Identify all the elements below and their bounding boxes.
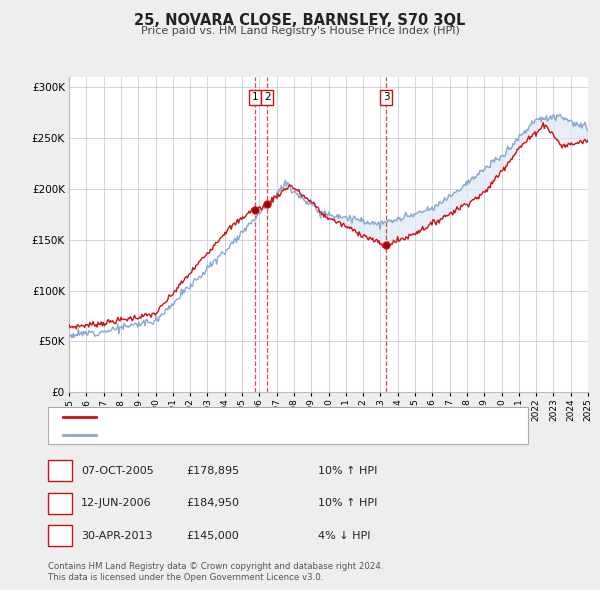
- Text: Contains HM Land Registry data © Crown copyright and database right 2024.
This d: Contains HM Land Registry data © Crown c…: [48, 562, 383, 582]
- Text: HPI: Average price, detached house, Barnsley: HPI: Average price, detached house, Barn…: [102, 430, 330, 440]
- Text: 10% ↑ HPI: 10% ↑ HPI: [318, 466, 377, 476]
- Text: 07-OCT-2005: 07-OCT-2005: [81, 466, 154, 476]
- Text: 25, NOVARA CLOSE, BARNSLEY, S70 3QL: 25, NOVARA CLOSE, BARNSLEY, S70 3QL: [134, 13, 466, 28]
- Text: £178,895: £178,895: [186, 466, 239, 476]
- Text: 12-JUN-2006: 12-JUN-2006: [81, 499, 152, 508]
- Text: £184,950: £184,950: [186, 499, 239, 508]
- Text: 3: 3: [383, 92, 389, 102]
- Text: £145,000: £145,000: [186, 531, 239, 540]
- Text: 2: 2: [56, 497, 64, 510]
- Text: 30-APR-2013: 30-APR-2013: [81, 531, 152, 540]
- Text: 4% ↓ HPI: 4% ↓ HPI: [318, 531, 371, 540]
- Text: 1: 1: [56, 464, 64, 477]
- Text: 3: 3: [56, 529, 64, 542]
- Text: 10% ↑ HPI: 10% ↑ HPI: [318, 499, 377, 508]
- Text: Price paid vs. HM Land Registry's House Price Index (HPI): Price paid vs. HM Land Registry's House …: [140, 26, 460, 36]
- Text: 1: 1: [252, 92, 259, 102]
- Text: 2: 2: [264, 92, 271, 102]
- Text: 25, NOVARA CLOSE, BARNSLEY, S70 3QL (detached house): 25, NOVARA CLOSE, BARNSLEY, S70 3QL (det…: [102, 412, 395, 422]
